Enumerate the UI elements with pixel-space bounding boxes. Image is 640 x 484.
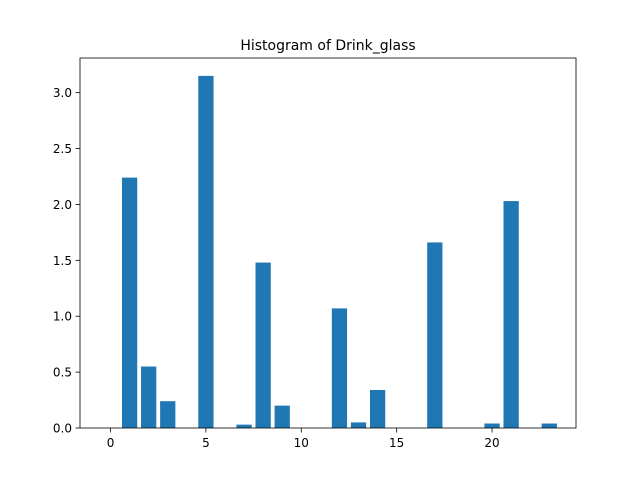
bars-layer [121,75,557,428]
histogram-bar [236,424,252,428]
y-tick-label: 2.5 [53,142,72,156]
histogram-bar [503,201,519,428]
histogram-bar [160,401,176,428]
y-tick-label: 1.0 [53,310,72,324]
chart-title: Histogram of Drink_glass [240,38,415,54]
y-tick-label: 2.0 [53,198,72,212]
histogram-bar [121,177,138,428]
x-tick-label: 10 [294,436,309,450]
histogram-bar [198,75,214,428]
axes-layer: 0 5 10 15 20 0.0 0.5 1.0 1.5 2.0 2.5 3.0 [53,57,577,450]
histogram-bar [369,389,386,428]
y-tick-label: 0.5 [53,366,72,380]
x-tick-label: 20 [484,436,499,450]
histogram-bar [255,262,271,428]
y-tick-label: 0.0 [53,422,72,436]
x-tick-label: 5 [202,436,210,450]
plot-frame [79,57,577,429]
histogram-bar [274,405,290,428]
histogram-bar [484,423,500,428]
x-tick-label: 15 [389,436,404,450]
histogram-bar [331,308,348,428]
y-tick-label: 1.5 [53,254,72,268]
histogram-bar [541,423,557,428]
histogram-bar [427,242,443,428]
histogram-bar [350,422,367,428]
x-tick-label: 0 [107,436,115,450]
histogram-bar [141,366,157,428]
y-tick-label: 3.0 [53,86,72,100]
